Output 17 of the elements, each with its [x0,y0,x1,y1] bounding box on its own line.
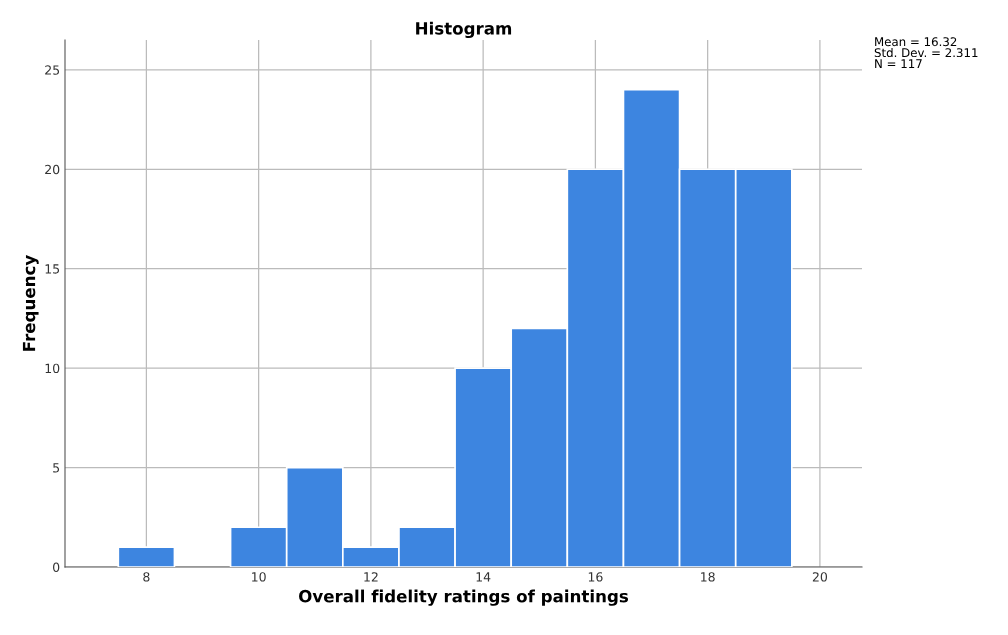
x-tick-label: 18 [701,572,715,582]
y-tick-label: 20 [45,164,60,175]
x-tick-label: 12 [364,572,378,582]
y-axis-title: Frequency [22,255,39,351]
y-tick-label: 25 [45,65,60,75]
y-tick-label: 0 [53,562,60,572]
x-tick-label: 14 [476,572,491,582]
x-tick-label: 20 [812,572,828,582]
x-tick-label: 8 [143,572,150,582]
y-tick-label: 5 [53,463,60,473]
text: Mean = 16.32 Std. Dev. = 2.311 N = 117 [874,37,978,68]
chart-title: Histogram [416,21,512,39]
x-axis-title: Overall fidelity ratings of paintings [299,589,629,606]
y-tick-label: 10 [45,363,60,374]
y-tick-label: 15 [45,264,60,274]
x-tick-label: 16 [588,572,603,582]
x-tick-label: 10 [252,572,266,582]
